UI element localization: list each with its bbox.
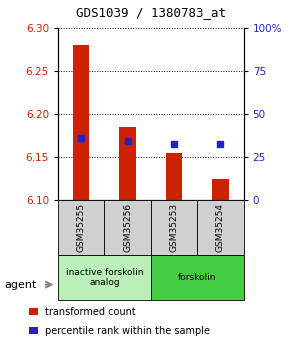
Text: transformed count: transformed count [45, 307, 136, 317]
Text: percentile rank within the sample: percentile rank within the sample [45, 326, 210, 336]
Bar [151, 255, 244, 300]
Text: GSM35254: GSM35254 [216, 203, 225, 252]
Text: GSM35253: GSM35253 [169, 203, 179, 252]
Text: GDS1039 / 1380783_at: GDS1039 / 1380783_at [76, 6, 226, 19]
Bar [212, 179, 229, 200]
Bar [104, 200, 151, 255]
Bar [29, 327, 38, 334]
Text: forskolin: forskolin [178, 273, 216, 282]
Text: GSM35255: GSM35255 [77, 203, 86, 252]
Bar [151, 200, 197, 255]
Bar [166, 152, 182, 200]
Text: GSM35256: GSM35256 [123, 203, 132, 252]
Bar [73, 45, 89, 200]
Text: agent: agent [4, 280, 37, 289]
Bar [119, 127, 136, 200]
Bar [29, 308, 38, 315]
Bar [197, 200, 244, 255]
Bar [58, 255, 151, 300]
Bar [58, 200, 104, 255]
Text: inactive forskolin
analog: inactive forskolin analog [66, 268, 143, 287]
